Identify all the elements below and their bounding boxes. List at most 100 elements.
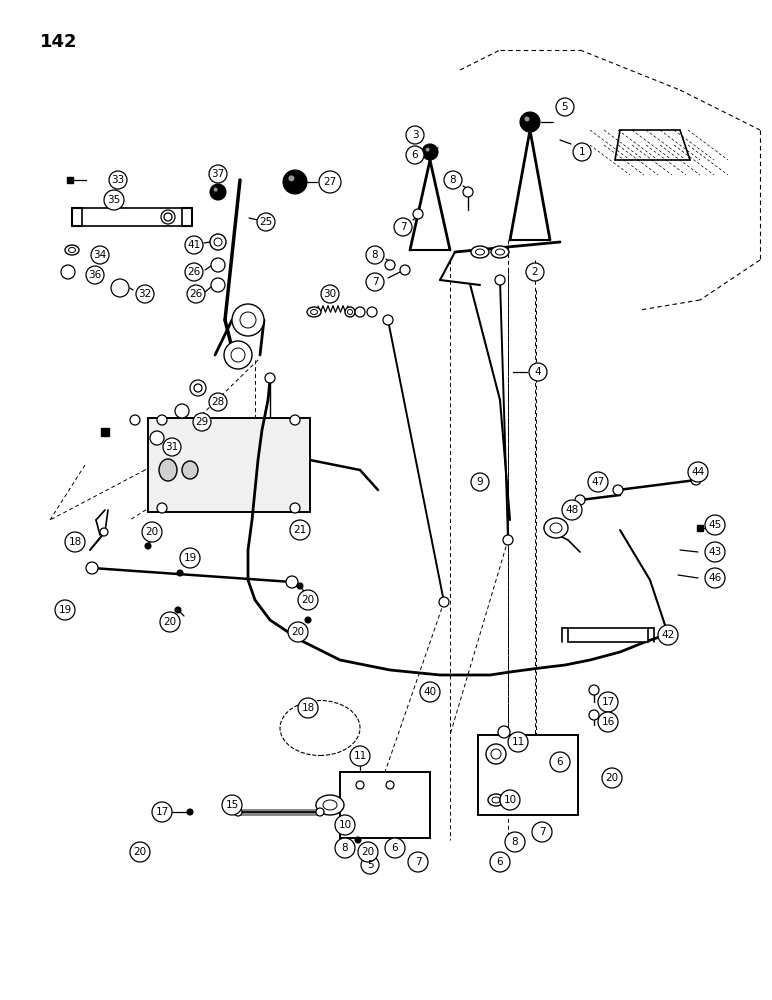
Text: 26: 26 bbox=[189, 289, 202, 299]
Circle shape bbox=[209, 393, 227, 411]
Text: 2: 2 bbox=[532, 267, 538, 277]
Circle shape bbox=[194, 384, 202, 392]
Circle shape bbox=[508, 732, 528, 752]
Circle shape bbox=[157, 415, 167, 425]
Circle shape bbox=[471, 473, 489, 491]
Circle shape bbox=[406, 126, 424, 144]
Circle shape bbox=[355, 837, 361, 843]
Circle shape bbox=[562, 500, 582, 520]
Circle shape bbox=[383, 315, 393, 325]
Circle shape bbox=[358, 842, 378, 862]
Circle shape bbox=[193, 413, 211, 431]
Circle shape bbox=[526, 263, 544, 281]
Circle shape bbox=[691, 475, 701, 485]
Circle shape bbox=[444, 171, 462, 189]
Ellipse shape bbox=[307, 307, 321, 317]
Circle shape bbox=[550, 752, 570, 772]
Circle shape bbox=[602, 768, 622, 788]
Text: 20: 20 bbox=[164, 617, 177, 627]
Ellipse shape bbox=[316, 795, 344, 815]
Text: 1: 1 bbox=[579, 147, 585, 157]
Text: 10: 10 bbox=[503, 795, 516, 805]
Circle shape bbox=[406, 146, 424, 164]
Circle shape bbox=[350, 746, 370, 766]
Circle shape bbox=[65, 532, 85, 552]
Text: 6: 6 bbox=[411, 150, 418, 160]
Text: 11: 11 bbox=[354, 751, 367, 761]
Circle shape bbox=[175, 607, 181, 613]
Circle shape bbox=[335, 815, 355, 835]
Text: 8: 8 bbox=[449, 175, 456, 185]
Text: 17: 17 bbox=[601, 697, 615, 707]
Circle shape bbox=[288, 622, 308, 642]
Ellipse shape bbox=[471, 246, 489, 258]
Circle shape bbox=[400, 265, 410, 275]
Polygon shape bbox=[340, 772, 430, 838]
Circle shape bbox=[61, 265, 75, 279]
Text: 25: 25 bbox=[259, 217, 273, 227]
Circle shape bbox=[573, 143, 591, 161]
Text: 19: 19 bbox=[184, 553, 197, 563]
Text: 19: 19 bbox=[59, 605, 72, 615]
Circle shape bbox=[160, 612, 180, 632]
Text: 43: 43 bbox=[709, 547, 722, 557]
Circle shape bbox=[298, 698, 318, 718]
Text: 31: 31 bbox=[165, 442, 178, 452]
Circle shape bbox=[289, 175, 294, 181]
Circle shape bbox=[413, 209, 423, 219]
Text: 41: 41 bbox=[188, 240, 201, 250]
Circle shape bbox=[185, 236, 203, 254]
Circle shape bbox=[290, 503, 300, 513]
Circle shape bbox=[175, 404, 189, 418]
Text: 36: 36 bbox=[88, 270, 102, 280]
Circle shape bbox=[366, 246, 384, 264]
Circle shape bbox=[234, 808, 242, 816]
Circle shape bbox=[283, 170, 307, 194]
Text: 16: 16 bbox=[601, 717, 615, 727]
Circle shape bbox=[86, 266, 104, 284]
Circle shape bbox=[367, 307, 377, 317]
Circle shape bbox=[286, 576, 298, 588]
Circle shape bbox=[356, 781, 364, 789]
Circle shape bbox=[109, 171, 127, 189]
Text: 7: 7 bbox=[415, 857, 422, 867]
Circle shape bbox=[598, 692, 618, 712]
Circle shape bbox=[91, 246, 109, 264]
Circle shape bbox=[316, 808, 324, 816]
Text: 9: 9 bbox=[476, 477, 483, 487]
Text: 47: 47 bbox=[591, 477, 604, 487]
Circle shape bbox=[209, 165, 227, 183]
Circle shape bbox=[157, 503, 167, 513]
Text: 20: 20 bbox=[301, 595, 314, 605]
Circle shape bbox=[463, 187, 473, 197]
Text: 7: 7 bbox=[371, 277, 378, 287]
Text: 10: 10 bbox=[338, 820, 351, 830]
Circle shape bbox=[136, 285, 154, 303]
Text: 7: 7 bbox=[400, 222, 406, 232]
Bar bbox=[568, 628, 648, 642]
Circle shape bbox=[100, 528, 108, 536]
Circle shape bbox=[210, 184, 226, 200]
Text: 20: 20 bbox=[361, 847, 374, 857]
Circle shape bbox=[588, 472, 608, 492]
Text: 30: 30 bbox=[323, 289, 337, 299]
Circle shape bbox=[145, 543, 151, 549]
Circle shape bbox=[422, 144, 438, 160]
Circle shape bbox=[111, 279, 129, 297]
Text: 40: 40 bbox=[423, 687, 436, 697]
Circle shape bbox=[211, 258, 225, 272]
Ellipse shape bbox=[345, 307, 355, 317]
Circle shape bbox=[589, 710, 599, 720]
Circle shape bbox=[705, 515, 725, 535]
Circle shape bbox=[355, 307, 365, 317]
Text: 8: 8 bbox=[342, 843, 348, 853]
Circle shape bbox=[575, 495, 585, 505]
Text: 20: 20 bbox=[145, 527, 158, 537]
Circle shape bbox=[164, 213, 172, 221]
Ellipse shape bbox=[486, 744, 506, 764]
Text: 32: 32 bbox=[138, 289, 151, 299]
Circle shape bbox=[439, 597, 449, 607]
Circle shape bbox=[503, 535, 513, 545]
Circle shape bbox=[297, 583, 303, 589]
Circle shape bbox=[298, 590, 318, 610]
